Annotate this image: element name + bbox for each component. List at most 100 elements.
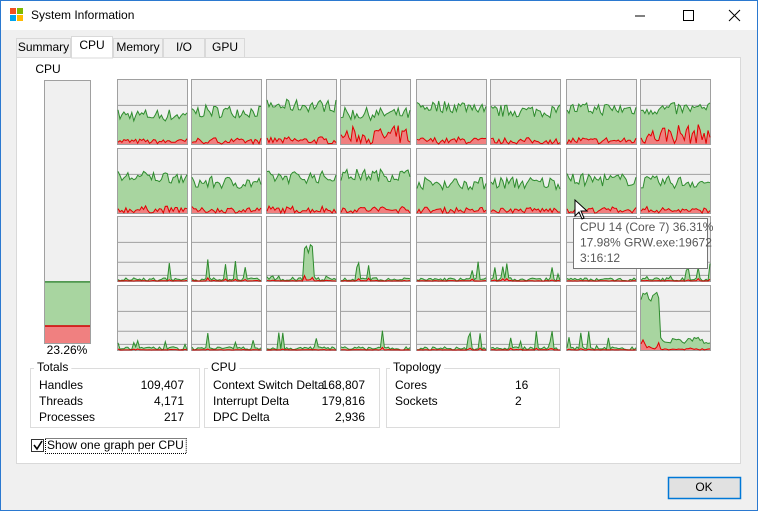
graph-total-line — [266, 98, 337, 114]
field-label: Threads — [39, 394, 83, 408]
cpu-history-graph — [416, 79, 487, 145]
cpu-history-graph — [117, 79, 188, 145]
graph-background — [340, 216, 411, 282]
graph-total-area — [491, 177, 560, 213]
graph-total-line — [640, 291, 711, 345]
graph-kernel-line — [416, 136, 487, 145]
group-box: Totals Handles 109,407 Threads 4,171 Processe… — [30, 360, 200, 428]
graph-kernel-area — [641, 124, 710, 144]
tab[interactable] — [16, 38, 71, 58]
group-title-bg — [208, 362, 240, 374]
field-value: 109,407 — [141, 378, 185, 392]
graph-kernel-line — [340, 124, 411, 145]
cpu-history-graph — [340, 79, 411, 145]
graph-background — [340, 285, 411, 351]
graph-total-line — [566, 102, 637, 117]
field-value: 4,171 — [154, 394, 184, 408]
graph-total-line — [191, 103, 262, 119]
graph-total-line — [340, 261, 411, 282]
graph-kernel-line — [340, 205, 411, 214]
cpu-history-graph — [566, 285, 637, 351]
graph-background — [490, 216, 561, 282]
checkbox-label[interactable]: Show one graph per CPU — [47, 438, 184, 452]
graph-kernel-area — [341, 206, 410, 213]
cpu-history-graph — [490, 148, 561, 214]
cpu-history-graph — [416, 285, 487, 352]
cpu-history-graph — [340, 285, 411, 351]
group-border — [30, 368, 200, 428]
tab[interactable] — [113, 38, 163, 58]
graph-total-line — [490, 263, 561, 282]
graph-kernel-line — [191, 348, 262, 351]
graph-total-line — [266, 332, 337, 351]
field-value: 16 — [515, 378, 529, 392]
field-label: Interrupt Delta — [213, 394, 289, 408]
close-button[interactable] — [728, 9, 741, 22]
graph-total-area — [192, 105, 261, 144]
checkmark — [33, 440, 43, 451]
cpu-history-graph — [266, 79, 337, 145]
cpu-history-graph — [266, 148, 337, 215]
tooltip-line: CPU 14 (Core 7) 36.31% — [580, 220, 714, 234]
graph-kernel-line — [191, 206, 262, 214]
graph-total-area — [567, 331, 636, 350]
graph-kernel-line — [266, 136, 337, 145]
cpu-history-graph — [266, 216, 337, 282]
graph-kernel-line — [417, 347, 486, 351]
field-value: 2 — [515, 394, 522, 408]
tab[interactable] — [205, 38, 245, 58]
graph-total-area — [417, 101, 486, 144]
graph-total-line — [416, 261, 487, 282]
graph-kernel-line — [566, 136, 637, 145]
ok-button-label[interactable]: OK — [695, 480, 712, 494]
graph-total-area — [641, 292, 710, 350]
graph-kernel-line — [266, 274, 337, 282]
cpu-history-graph — [416, 148, 487, 215]
graph-total-line — [566, 331, 637, 351]
graph-background — [117, 216, 188, 282]
cpu-history-graph — [191, 285, 262, 351]
field-value: 2,936 — [335, 410, 365, 424]
graph-kernel-line — [117, 204, 188, 215]
tab-selected[interactable] — [71, 36, 113, 59]
graph-total-line — [117, 108, 188, 123]
tab-label: CPU — [79, 38, 104, 52]
tab-label: I/O — [176, 40, 192, 54]
graph-total-line — [266, 169, 337, 186]
graph-background — [416, 216, 487, 282]
graph-kernel-line — [341, 277, 411, 282]
graph-total-line — [416, 100, 487, 114]
field-label: Sockets — [395, 394, 438, 408]
graph-kernel-line — [341, 346, 410, 351]
graph-kernel-line — [490, 277, 561, 282]
group-title-bg — [390, 362, 445, 374]
maximize-button[interactable] — [683, 10, 694, 21]
group-title-bg — [34, 362, 72, 374]
graph-kernel-area — [341, 125, 410, 144]
graph-total-line — [340, 330, 411, 351]
graph-kernel-line — [640, 277, 711, 282]
cpu-history-graph — [191, 216, 262, 282]
graph-kernel-line — [416, 278, 487, 282]
cpu-history-graph — [566, 79, 637, 145]
field-value: 168,807 — [322, 378, 366, 392]
ok-button[interactable] — [667, 476, 742, 500]
graph-kernel-line — [490, 206, 561, 214]
cpu-history-graph — [640, 148, 711, 214]
cpu-history-graph — [191, 148, 262, 214]
graph-total-line — [490, 331, 560, 352]
graph-total-line — [117, 170, 188, 184]
graph-background — [490, 285, 561, 351]
graph-total-area — [641, 263, 710, 281]
graph-kernel-line — [117, 138, 188, 145]
field-value: 217 — [164, 410, 184, 424]
cpu-history-graph — [117, 148, 188, 215]
graph-total-area — [118, 109, 187, 144]
cpu-history-graph — [191, 79, 262, 145]
graph-kernel-area — [267, 206, 336, 213]
tab[interactable] — [163, 38, 205, 58]
graph-kernel-area — [491, 137, 560, 144]
